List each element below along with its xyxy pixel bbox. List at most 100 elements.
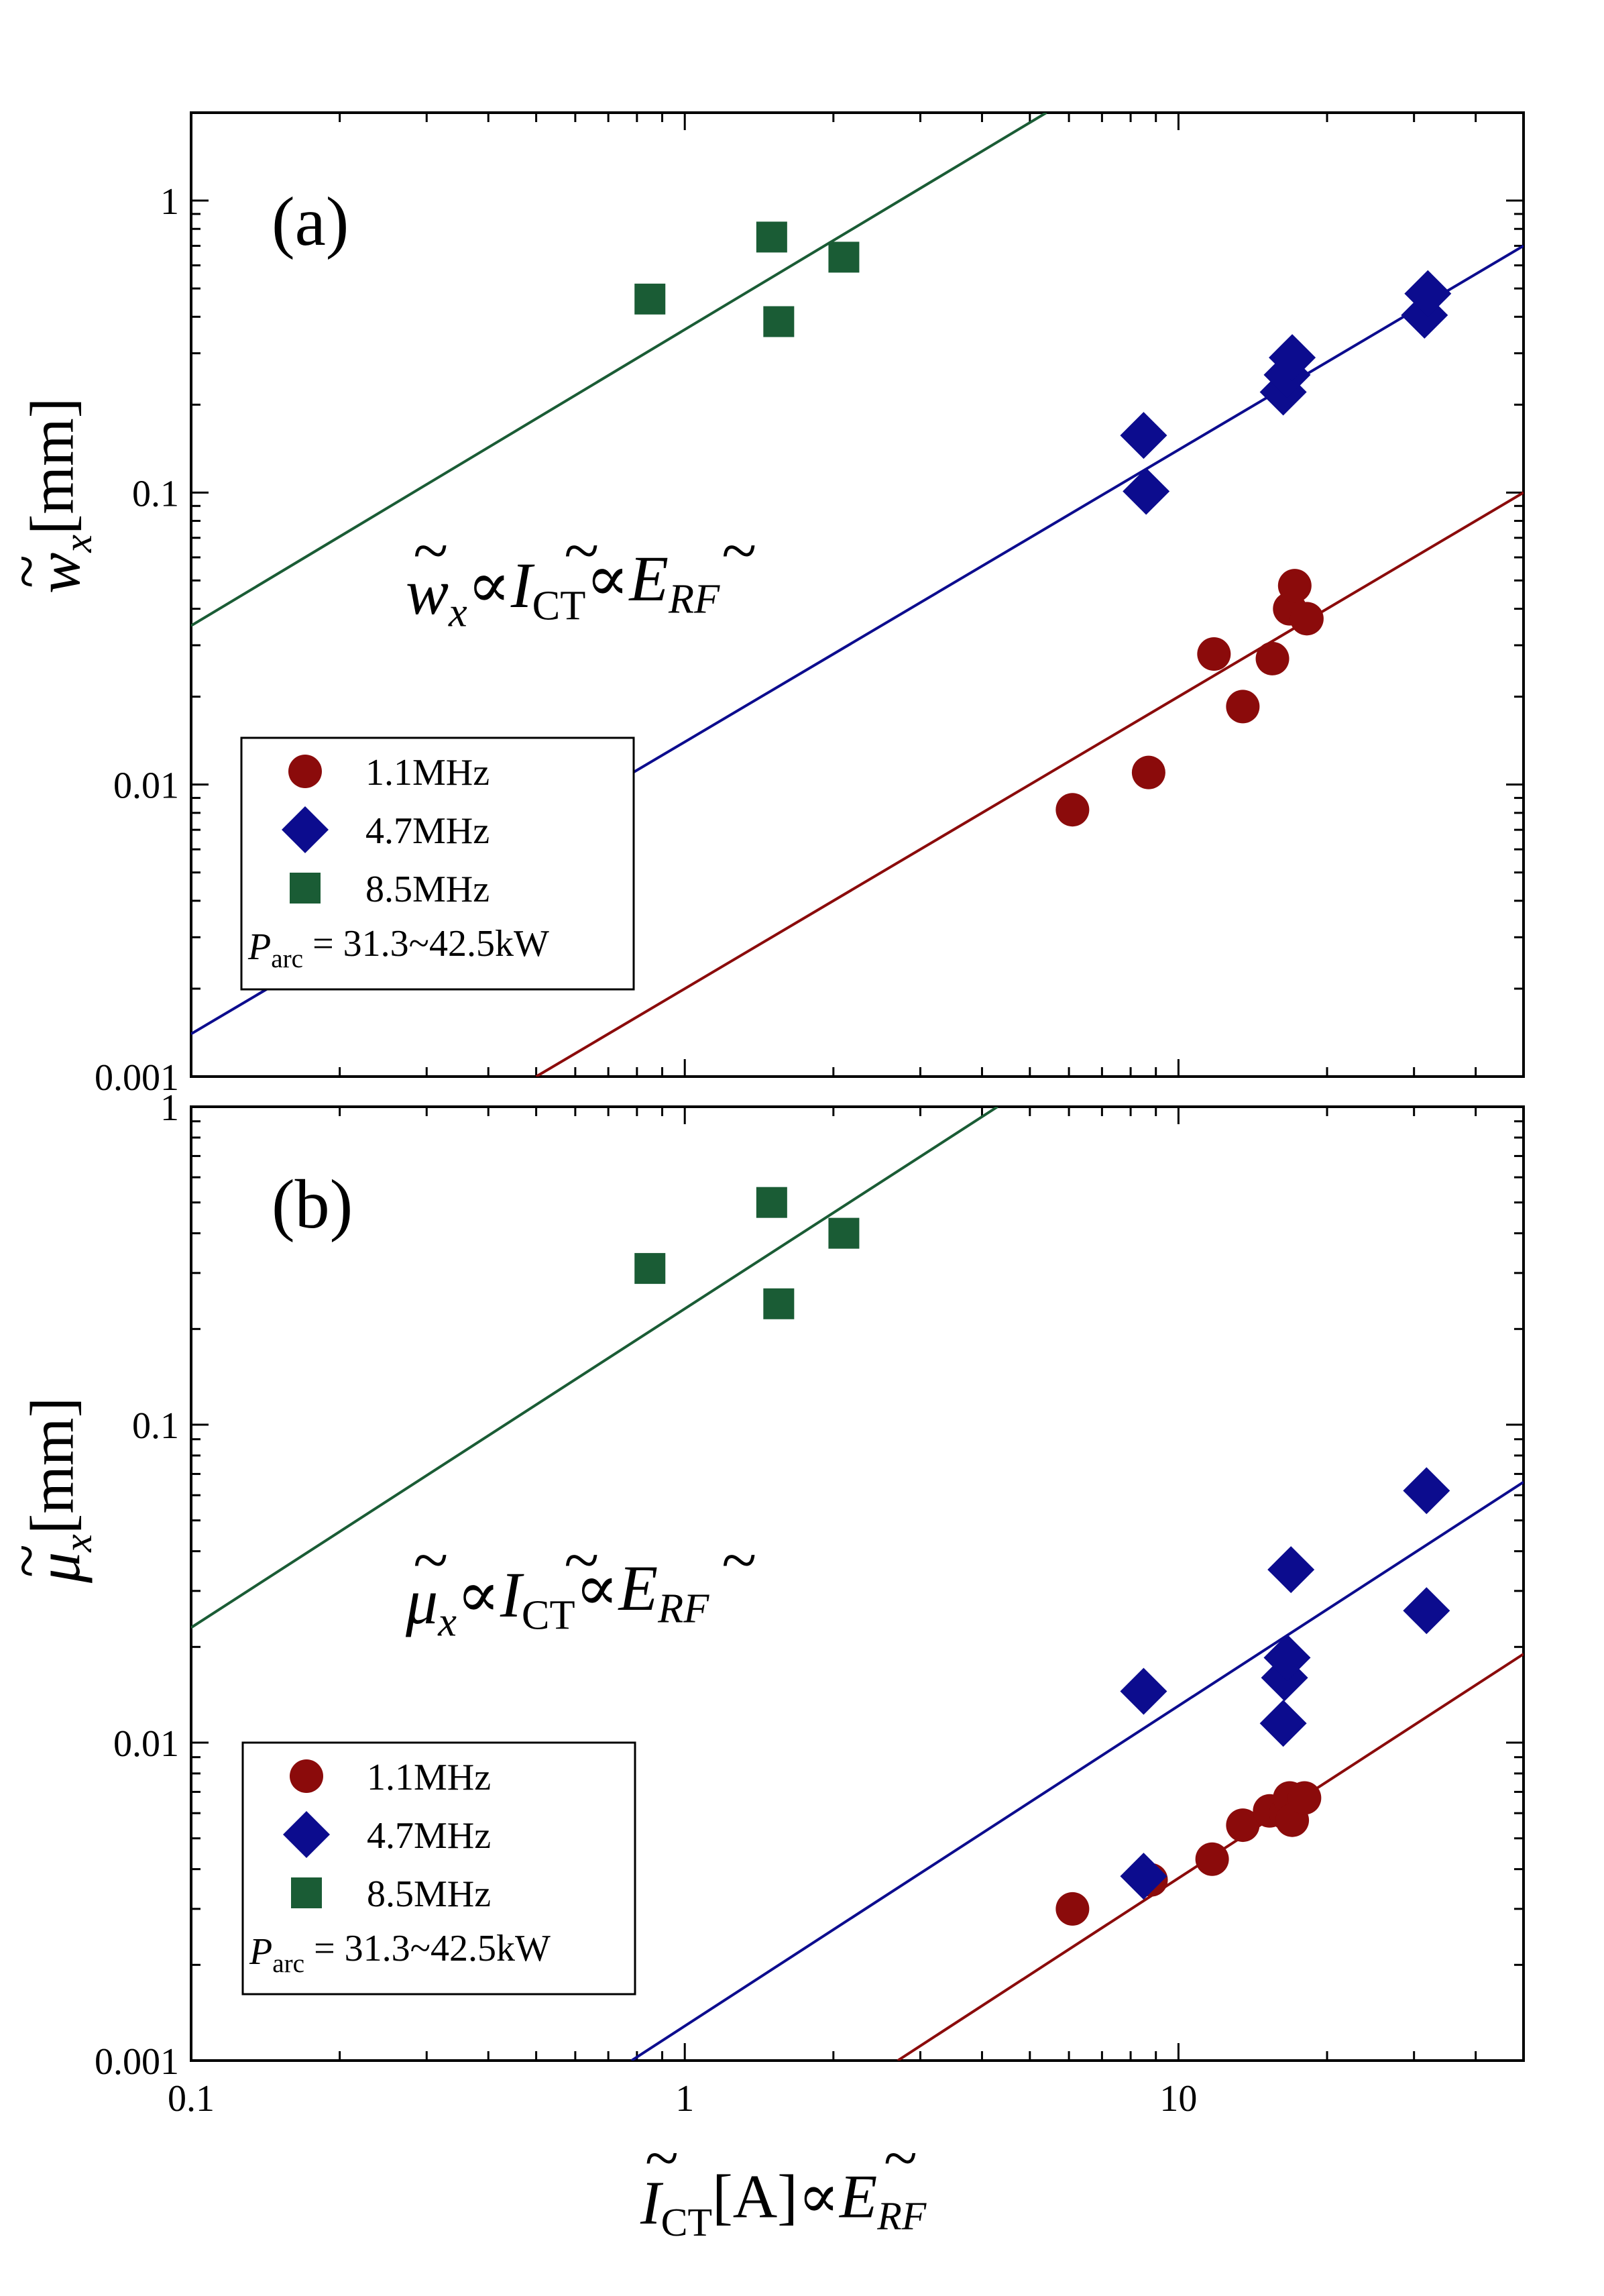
panel-label: (a) xyxy=(272,183,349,260)
equation-mid-sub: CT xyxy=(532,583,586,629)
legend-marker-4.7MHz xyxy=(282,806,329,853)
panel-label: (b) xyxy=(272,1166,353,1243)
legend-note-p: P xyxy=(247,926,271,968)
legend-marker-4.7MHz xyxy=(283,1811,330,1858)
data-point-8.5MHz xyxy=(763,1288,795,1319)
data-point-8.5MHz xyxy=(828,241,860,273)
x-tick-label: 0.1 xyxy=(168,2078,215,2120)
data-point-4.7MHz xyxy=(1263,1634,1311,1682)
data-point-1.1MHz xyxy=(1290,602,1324,636)
fit-line-8.5MHz xyxy=(191,113,1047,627)
legend-label-8.5MHz: 8.5MHz xyxy=(365,869,490,910)
data-point-1.1MHz xyxy=(1277,569,1312,603)
data-point-8.5MHz xyxy=(634,1253,666,1284)
plot-area xyxy=(191,1107,1524,2061)
legend-marker-8.5MHz xyxy=(291,1877,322,1908)
data-point-4.7MHz xyxy=(1123,468,1170,515)
legend-marker-1.1MHz xyxy=(290,1759,323,1793)
legend-marker-1.1MHz xyxy=(288,755,322,788)
equation-lhs: w xyxy=(406,556,449,628)
y-tick-label: 0.001 xyxy=(95,2041,179,2083)
data-point-4.7MHz xyxy=(1404,270,1452,317)
data-point-4.7MHz xyxy=(1259,1700,1307,1747)
fit-line-8.5MHz xyxy=(191,1107,998,1629)
data-point-1.1MHz xyxy=(1195,1842,1229,1876)
x-tick-label: 10 xyxy=(1159,2078,1197,2120)
y-tick-label: 1 xyxy=(160,1087,179,1129)
y-axis-label-group: μx[mm]~ xyxy=(0,1397,100,1584)
legend: 1.1MHz 4.7MHz 8.5MHz Parc = 31.3~42.5kW xyxy=(241,1741,636,1996)
y-axis-label-sub: x xyxy=(56,535,100,553)
equation-tilde-1: ~ xyxy=(412,514,447,586)
y-axis-tilde: ~ xyxy=(0,1544,60,1578)
equation-mid: I xyxy=(510,549,535,621)
equation-tilde-2: ~ xyxy=(563,514,598,586)
data-point-4.7MHz xyxy=(1267,1546,1315,1594)
y-axis-label-unit: [mm] xyxy=(17,1397,86,1534)
equation-annotation: wx∝ICT∝ERF xyxy=(406,543,720,636)
plot-frame xyxy=(190,111,1525,1078)
y-tick-label: 1 xyxy=(160,181,179,223)
equation-tilde-1: ~ xyxy=(412,1524,447,1596)
equation-rhs-sub: RF xyxy=(668,576,720,622)
equation-lhs-sub: x xyxy=(437,1599,457,1645)
legend-label-4.7MHz: 4.7MHz xyxy=(365,810,490,852)
legend-label-4.7MHz: 4.7MHz xyxy=(367,1815,491,1857)
y-tick-label: 0.1 xyxy=(132,1405,179,1447)
x-tick-label: 1 xyxy=(675,2078,694,2120)
fit-line-4.7MHz xyxy=(630,1480,1524,2061)
equation-mid-sub: CT xyxy=(522,1592,575,1639)
data-point-8.5MHz xyxy=(634,283,666,315)
data-point-1.1MHz xyxy=(1287,1781,1322,1815)
y-axis-label-group: wx[mm]~ xyxy=(0,398,100,594)
equation-prop-2: ∝ xyxy=(575,1552,619,1624)
data-point-1.1MHz xyxy=(1055,1892,1090,1926)
legend-note: Parc = 31.3~42.5kW xyxy=(249,1928,551,1978)
equation-tilde-3: ~ xyxy=(721,514,756,586)
equation-prop-1: ∝ xyxy=(467,549,511,621)
y-axis-label: wx[mm] xyxy=(17,398,100,594)
legend-marker-8.5MHz xyxy=(290,873,321,904)
equation-rhs: E xyxy=(618,1552,658,1624)
data-point-1.1MHz xyxy=(1226,1808,1260,1843)
data-point-4.7MHz xyxy=(1403,1587,1450,1635)
data-point-1.1MHz xyxy=(1197,637,1231,671)
data-point-1.1MHz xyxy=(1055,793,1090,827)
data-point-8.5MHz xyxy=(756,1187,787,1218)
data-point-1.1MHz xyxy=(1131,755,1165,789)
y-axis-label-main: w xyxy=(24,553,93,594)
legend-label-1.1MHz: 1.1MHz xyxy=(367,1757,491,1798)
data-point-8.5MHz xyxy=(828,1217,860,1249)
x-axis-label-sub: CT xyxy=(661,2200,712,2244)
data-point-4.7MHz xyxy=(1120,1853,1167,1900)
y-axis-label-sub: x xyxy=(56,1534,100,1553)
y-axis-label-unit: [mm] xyxy=(17,398,86,535)
y-tick-label: 0.001 xyxy=(95,1057,179,1099)
data-point-1.1MHz xyxy=(1226,690,1260,724)
x-axis-label-prop: ∝ xyxy=(798,2162,840,2230)
equation-lhs-sub: x xyxy=(448,590,467,636)
legend-label-1.1MHz: 1.1MHz xyxy=(365,752,490,794)
legend-note-rest: = 31.3~42.5kW xyxy=(303,923,549,965)
data-point-8.5MHz xyxy=(763,306,795,337)
equation-tilde-3: ~ xyxy=(721,1524,756,1596)
x-axis-label: ICT[A]∝ERF xyxy=(640,2162,927,2244)
legend-label-8.5MHz: 8.5MHz xyxy=(367,1873,491,1915)
equation-prop-1: ∝ xyxy=(457,1559,500,1631)
data-point-1.1MHz xyxy=(1255,641,1290,675)
x-axis-tilde-2: ~ xyxy=(884,2124,917,2192)
equation-prop-2: ∝ xyxy=(585,543,629,614)
x-axis-label-unit: [A] xyxy=(712,2162,798,2230)
fit-line-1.1MHz xyxy=(535,491,1524,1077)
equation-lhs: μ xyxy=(405,1566,438,1637)
y-axis-tilde: ~ xyxy=(0,555,60,588)
plot-frame xyxy=(190,1105,1525,2062)
y-tick-label: 0.01 xyxy=(113,1723,179,1765)
data-point-8.5MHz xyxy=(756,221,787,253)
legend-note-sub: arc xyxy=(272,1949,304,1978)
equation-annotation: μx∝ICT∝ERF xyxy=(405,1552,709,1645)
x-axis-tilde-1: ~ xyxy=(645,2124,679,2192)
legend-note-rest: = 31.3~42.5kW xyxy=(304,1928,551,1969)
